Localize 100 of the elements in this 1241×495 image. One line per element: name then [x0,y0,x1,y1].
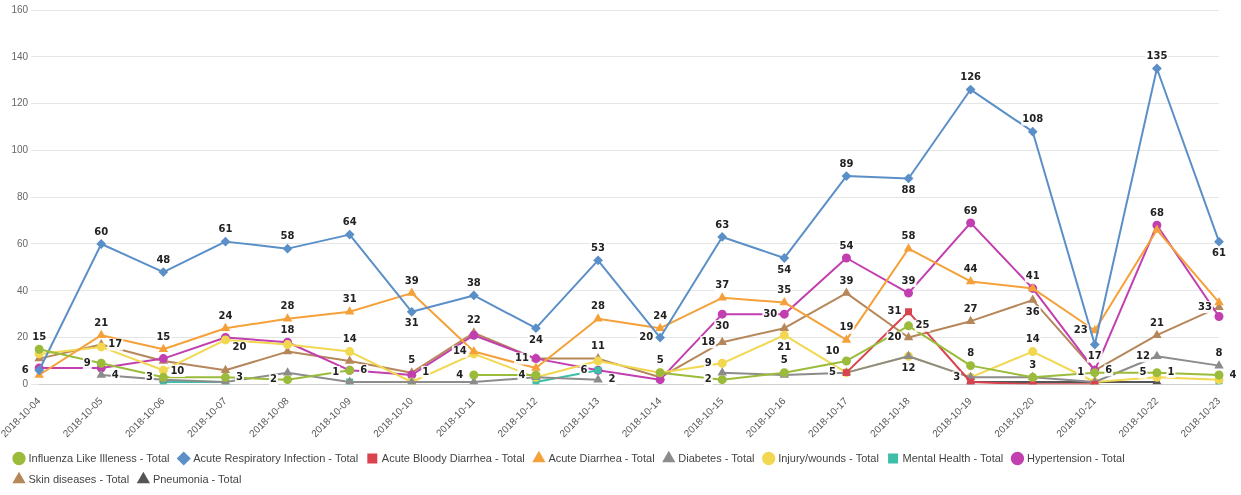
data-label: 20 [887,331,902,343]
data-label: 54 [777,263,792,275]
y-tick-label: 40 [17,284,29,296]
data-label: 28 [591,300,606,312]
data-label: 24 [218,309,233,321]
data-label: 2 [608,373,616,385]
data-label: 5 [408,354,416,366]
data-label: 69 [963,204,978,216]
data-label: 5 [1139,366,1147,378]
legend-label: Mental Health - Total [902,451,1004,464]
data-label: 61 [218,223,233,235]
data-label: 25 [915,319,930,331]
data-label: 60 [94,225,109,237]
data-label: 3 [1029,358,1037,370]
data-label: 39 [901,274,916,286]
data-label: 4 [456,368,464,380]
data-label: 38 [466,277,481,289]
data-label: 23 [1073,324,1088,336]
data-label: 18 [701,335,716,347]
data-label: 31 [404,317,419,329]
data-label: 20 [232,341,247,353]
data-label: 21 [777,340,792,352]
data-label: 14 [1025,333,1040,345]
data-label: 5 [828,366,836,378]
data-label: 6 [580,363,588,375]
data-label: 35 [777,284,792,296]
data-label: 30 [763,307,778,319]
legend-label: Acute Bloody Diarrhea - Total [381,451,525,464]
data-label: 1 [332,365,340,377]
y-tick-label: 140 [11,50,29,62]
data-label: 4 [518,368,526,380]
data-label: 11 [591,340,606,352]
legend-label: Hypertension - Total [1026,451,1125,464]
data-label: 27 [963,302,978,314]
data-label: 21 [1149,316,1164,328]
data-label: 11 [514,352,529,364]
legend-label: Diabetes - Total [678,451,755,464]
data-label: 1 [1167,365,1175,377]
data-label: 36 [1025,305,1040,317]
y-tick-label: 0 [22,378,29,390]
data-label: 10 [170,364,185,376]
data-label: 15 [32,330,47,342]
data-label: 54 [839,239,854,251]
data-label: 4 [1229,368,1237,380]
data-label: 4 [111,368,119,380]
legend-label: Acute Respiratory Infection - Total [193,451,359,464]
legend-label: Pneumonia - Total [152,472,242,485]
legend-label: Skin diseases - Total [28,472,130,485]
data-label: 22 [466,314,481,326]
data-label: 53 [591,241,606,253]
y-tick-label: 160 [11,3,29,15]
legend-label: Acute Diarrhea - Total [548,451,655,464]
y-tick-label: 80 [17,190,29,202]
data-label: 24 [528,333,543,345]
data-label: 24 [653,309,668,321]
data-label: 19 [839,321,854,333]
data-label: 44 [963,262,978,274]
data-label: 1 [1077,365,1085,377]
data-label: 2 [270,373,278,385]
data-label: 20 [639,331,654,343]
y-tick-label: 20 [17,331,29,343]
data-label: 12 [901,361,916,373]
data-label: 17 [108,338,123,350]
data-label: 18 [280,323,295,335]
data-label: 2 [704,373,712,385]
data-label: 89 [839,157,854,169]
data-label: 63 [715,218,730,230]
data-label: 64 [342,216,357,228]
data-label: 10 [825,344,840,356]
data-label: 12 [1135,349,1150,361]
data-label: 9 [704,356,712,368]
data-label: 6 [1105,363,1113,375]
data-label: 3 [953,370,961,382]
y-tick-label: 60 [17,237,29,249]
data-label: 135 [1146,50,1168,62]
y-tick-label: 120 [11,97,29,109]
data-label: 1 [422,365,430,377]
data-label: 41 [1025,270,1040,282]
data-label: 37 [715,279,730,291]
y-tick-label: 100 [11,144,29,156]
data-label: 9 [83,356,91,368]
data-label: 6 [360,363,368,375]
data-label: 58 [280,230,295,242]
data-label: 31 [887,305,902,317]
data-label: 15 [156,330,171,342]
data-label: 108 [1022,113,1044,125]
data-label: 5 [780,354,788,366]
data-label: 39 [404,274,419,286]
data-label: 126 [960,71,982,83]
legend-label: Injury/wounds - Total [778,451,879,464]
data-label: 17 [1087,350,1102,362]
data-label: 30 [715,319,730,331]
data-label: 33 [1198,300,1212,312]
data-label: 21 [94,316,109,328]
data-label: 39 [839,274,854,286]
data-label: 48 [156,253,171,265]
data-label: 3 [235,370,243,382]
data-label: 31 [342,293,357,305]
legend-label: Influenza Like Illeness - Total [28,451,170,464]
data-label: 61 [1212,247,1226,259]
